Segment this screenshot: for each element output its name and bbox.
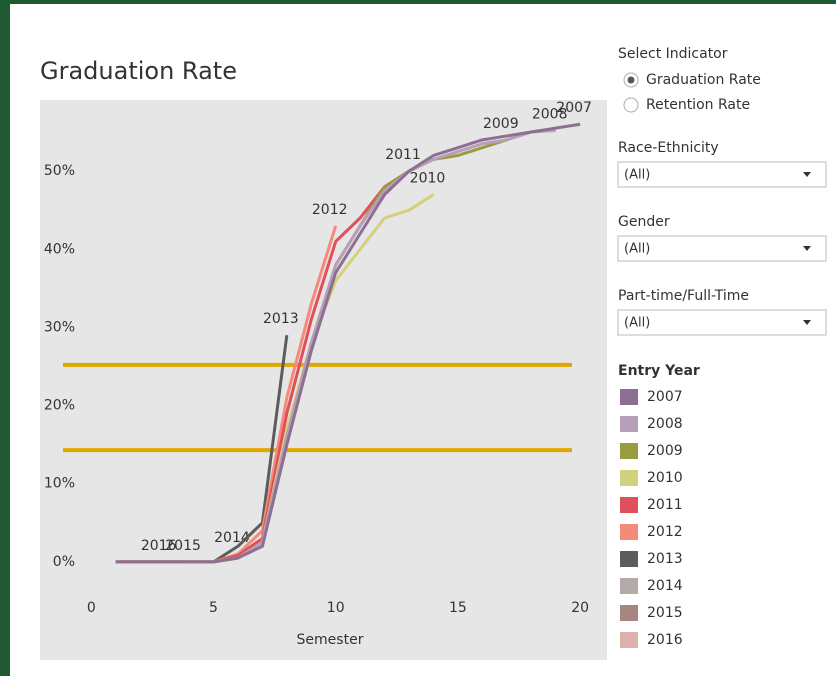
legend-swatch: [620, 470, 638, 486]
legend-label: 2016: [647, 632, 683, 648]
legend-label: 2012: [647, 524, 683, 540]
legend-swatch: [620, 416, 638, 432]
filter-title: Gender: [618, 214, 670, 230]
series-label: 2012: [312, 202, 348, 218]
y-tick-label: 40%: [44, 241, 75, 257]
y-tick-label: 20%: [44, 398, 75, 414]
series-label: 2008: [532, 106, 568, 122]
legend-label: 2008: [647, 416, 683, 432]
legend-swatch: [620, 524, 638, 540]
series-label: 2007: [556, 100, 592, 116]
radio-label[interactable]: Retention Rate: [646, 97, 750, 113]
dropdown[interactable]: [617, 235, 827, 262]
x-tick-label: 15: [449, 600, 467, 616]
legend-label: 2015: [647, 605, 683, 621]
legend-swatch: [620, 632, 638, 648]
x-tick-label: 5: [209, 600, 218, 616]
series-label: 2016: [141, 538, 177, 554]
legend-title: Entry Year: [618, 363, 700, 379]
legend-swatch: [620, 551, 638, 567]
dropdown-value[interactable]: (All): [624, 168, 650, 183]
legend-swatch: [620, 497, 638, 513]
legend-swatch: [620, 389, 638, 405]
legend-label: 2013: [647, 551, 683, 567]
x-tick-label: 20: [571, 600, 589, 616]
series-label: 2015: [165, 538, 201, 554]
dropdown-arrow: [803, 172, 811, 177]
dropdown[interactable]: [617, 309, 827, 336]
dropdown-arrow: [803, 320, 811, 325]
series-label: 2009: [483, 116, 519, 132]
legend-label: 2014: [647, 578, 683, 594]
series-label: 2011: [385, 147, 421, 163]
radio-label[interactable]: Graduation Rate: [646, 72, 761, 88]
y-tick-label: 50%: [44, 163, 75, 179]
x-tick-label: 10: [327, 600, 345, 616]
series-label: 2010: [410, 171, 446, 187]
y-tick-label: 0%: [53, 554, 75, 570]
filter-title: Part-time/Full-Time: [618, 288, 749, 304]
legend-swatch: [620, 578, 638, 594]
legend-swatch: [620, 443, 638, 459]
dropdown-value[interactable]: (All): [624, 316, 650, 331]
dropdown-arrow: [803, 246, 811, 251]
series-label: 2013: [263, 311, 299, 327]
legend-label: 2007: [647, 389, 683, 405]
control-title: Select Indicator: [618, 46, 728, 62]
filter-title: Race-Ethnicity: [618, 140, 719, 156]
dropdown-value[interactable]: (All): [624, 242, 650, 257]
plot-area: [40, 100, 607, 660]
x-tick-label: 0: [87, 600, 96, 616]
legend-label: 2009: [647, 443, 683, 459]
x-axis-label: Semester: [297, 632, 364, 648]
series-line: [115, 122, 581, 564]
radio[interactable]: [623, 97, 639, 113]
y-tick-label: 10%: [44, 476, 75, 492]
y-tick-label: 30%: [44, 319, 75, 335]
legend-label: 2011: [647, 497, 683, 513]
radio-dot: [627, 76, 635, 84]
legend-swatch: [620, 605, 638, 621]
dropdown[interactable]: [617, 161, 827, 188]
legend-label: 2010: [647, 470, 683, 486]
chart-title: Graduation Rate: [40, 57, 237, 85]
